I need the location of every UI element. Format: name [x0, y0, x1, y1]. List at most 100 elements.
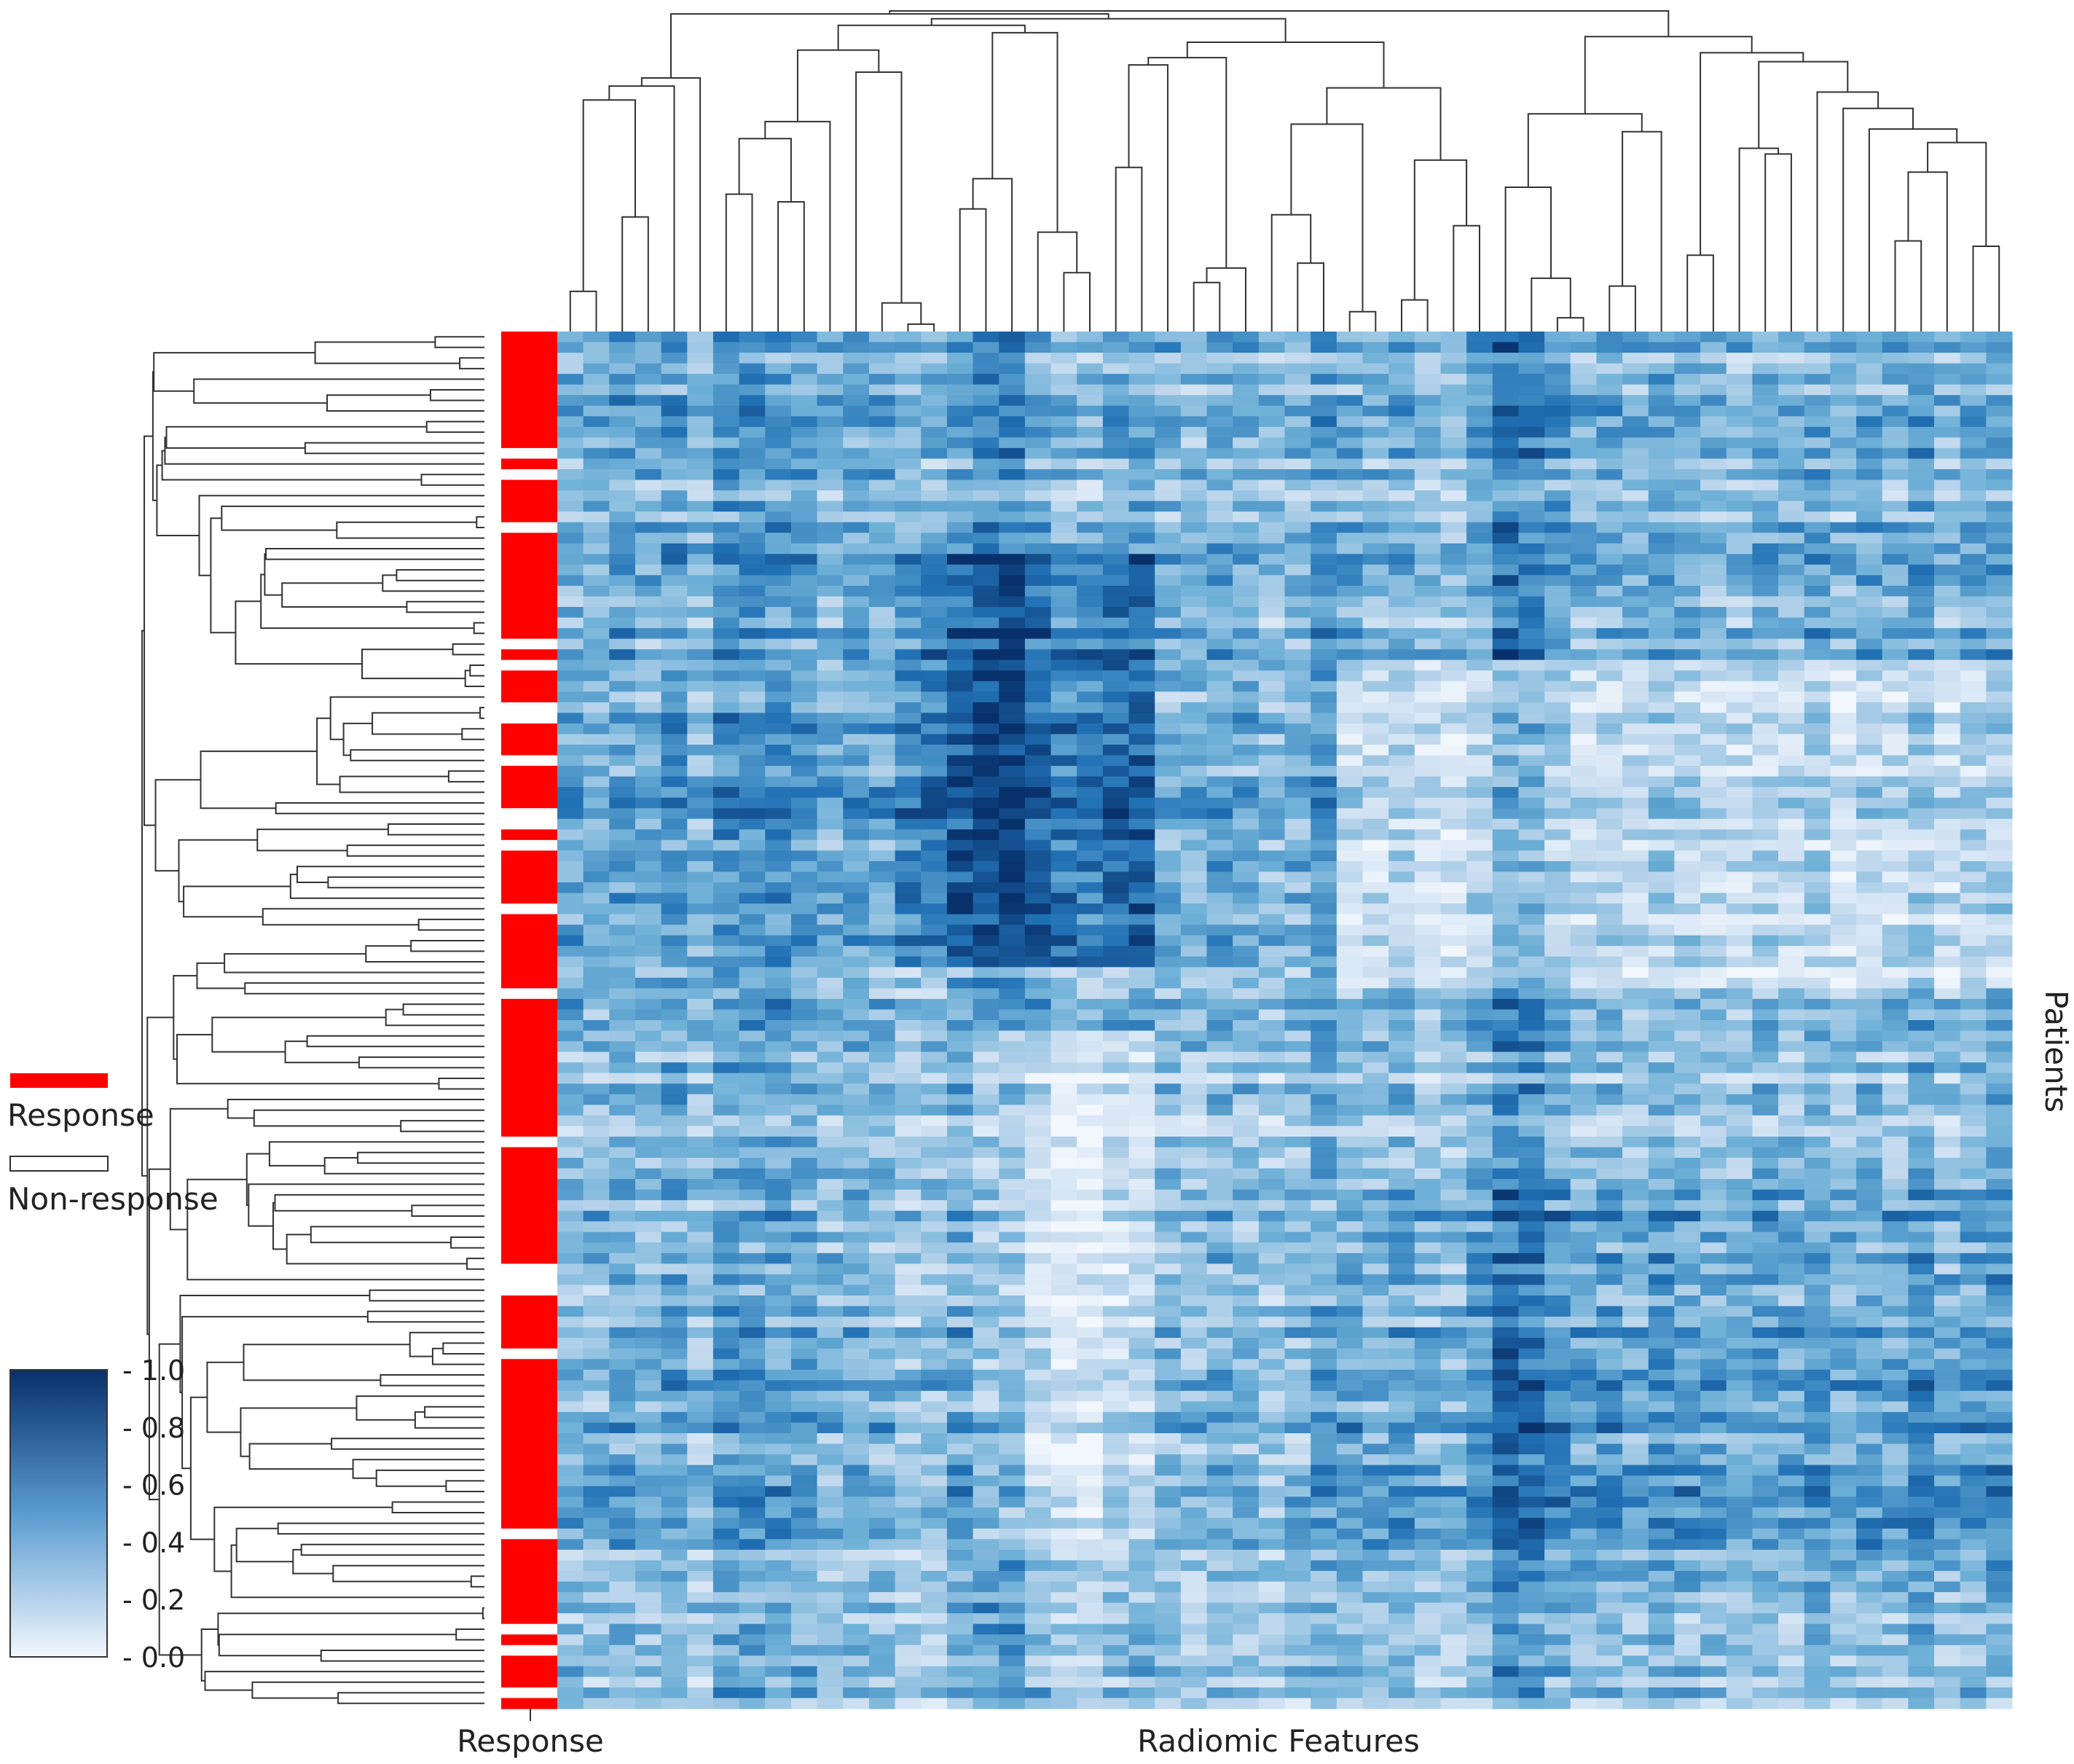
- heatmap-cell: [1752, 628, 1779, 640]
- heatmap-cell: [1856, 522, 1883, 533]
- heatmap-cell: [1128, 808, 1155, 820]
- heatmap-cell: [1024, 998, 1052, 1011]
- heatmap-cell: [1674, 702, 1701, 713]
- heatmap-cell: [1856, 607, 1883, 619]
- heatmap-cell: [843, 839, 870, 851]
- heatmap-cell: [1518, 1030, 1545, 1042]
- heatmap-cell: [635, 617, 662, 629]
- heatmap-cell: [1050, 713, 1077, 724]
- heatmap-cell: [1414, 575, 1442, 587]
- heatmap-cell: [765, 501, 792, 512]
- heatmap-cell: [1830, 1062, 1857, 1074]
- heatmap-cell: [1206, 723, 1233, 735]
- heatmap-cell: [843, 575, 870, 587]
- heatmap-cell: [635, 681, 662, 692]
- heatmap-cell: [1856, 967, 1883, 979]
- heatmap-cell: [1908, 426, 1935, 438]
- heatmap-cell: [1388, 850, 1415, 862]
- heatmap-cell: [946, 914, 974, 925]
- heatmap-cell: [1414, 384, 1442, 396]
- heatmap-cell: [1233, 670, 1260, 682]
- heatmap-cell: [1882, 416, 1909, 428]
- heatmap-cell: [999, 1041, 1026, 1053]
- heatmap-cell: [1908, 839, 1935, 851]
- heatmap-cell: [1570, 691, 1598, 703]
- heatmap-cell: [1311, 374, 1338, 385]
- heatmap-cell: [1986, 861, 2013, 873]
- heatmap-cell: [712, 893, 740, 904]
- heatmap-cell: [1622, 437, 1649, 449]
- heatmap-cell: [1233, 829, 1260, 841]
- heatmap-cell: [765, 745, 792, 756]
- heatmap-cell: [1726, 935, 1753, 946]
- heatmap-cell: [1544, 850, 1571, 862]
- heatmap-cell: [1492, 426, 1520, 438]
- heatmap-cell: [635, 935, 662, 946]
- heatmap-cell: [557, 575, 584, 587]
- heatmap-cell: [1414, 766, 1442, 777]
- heatmap-cell: [921, 437, 948, 449]
- heatmap-cell: [1492, 1094, 1520, 1105]
- heatmap-cell: [790, 1179, 818, 1191]
- heatmap-cell: [557, 723, 584, 735]
- heatmap-cell: [1492, 1126, 1520, 1137]
- heatmap-cell: [1050, 808, 1077, 820]
- heatmap-cell: [557, 1158, 584, 1169]
- heatmap-cell: [1050, 575, 1077, 587]
- heatmap-cell: [999, 914, 1026, 925]
- heatmap-cell: [1596, 1020, 1623, 1032]
- heatmap-cell: [1311, 638, 1338, 650]
- heatmap-cell: [1882, 829, 1909, 841]
- heatmap-cell: [739, 575, 766, 587]
- heatmap-cell: [583, 925, 610, 936]
- heatmap-cell: [1077, 511, 1104, 523]
- heatmap-cell: [895, 723, 922, 735]
- heatmap-cell: [895, 956, 922, 968]
- heatmap-cell: [557, 1179, 584, 1191]
- heatmap-cell: [1206, 353, 1233, 364]
- heatmap-cell: [1882, 956, 1909, 968]
- heatmap-cell: [1596, 1200, 1623, 1212]
- heatmap-cell: [1155, 522, 1182, 533]
- heatmap-cell: [1077, 1062, 1104, 1074]
- heatmap-cell: [1960, 363, 1987, 375]
- heatmap-cell: [1518, 914, 1545, 925]
- heatmap-cell: [1986, 766, 2013, 777]
- heatmap-cell: [557, 1073, 584, 1084]
- heatmap-cell: [1492, 1179, 1520, 1191]
- heatmap-cell: [1258, 914, 1286, 925]
- heatmap-cell: [1960, 914, 1987, 925]
- heatmap-cell: [583, 670, 610, 682]
- heatmap-cell: [1648, 1020, 1676, 1032]
- heatmap-cell: [999, 861, 1026, 873]
- heatmap-cell: [999, 818, 1026, 830]
- heatmap-cell: [1700, 1136, 1727, 1148]
- heatmap-cell: [1362, 1073, 1389, 1084]
- heatmap-cell: [1362, 447, 1389, 460]
- heatmap-cell: [1466, 659, 1493, 671]
- heatmap-cell: [817, 745, 844, 756]
- heatmap-cell: [687, 776, 714, 788]
- heatmap-cell: [1570, 893, 1598, 904]
- heatmap-cell: [1233, 1168, 1260, 1180]
- heatmap-cell: [557, 882, 584, 894]
- heatmap-cell: [687, 607, 714, 619]
- heatmap-cell: [1388, 1147, 1415, 1159]
- heatmap-cell: [921, 808, 948, 820]
- heatmap-cell: [1570, 1041, 1598, 1053]
- heatmap-cell: [790, 1009, 818, 1021]
- heatmap-cell: [1804, 1083, 1831, 1095]
- heatmap-cell: [1388, 628, 1415, 640]
- heatmap-cell: [946, 850, 974, 862]
- heatmap-cell: [1180, 1200, 1208, 1212]
- heatmap-cell: [1518, 723, 1545, 735]
- heatmap-cell: [1102, 649, 1130, 661]
- heatmap-cell: [1544, 903, 1571, 915]
- heatmap-cell: [895, 967, 922, 979]
- heatmap-cell: [739, 1147, 766, 1159]
- heatmap-cell: [1986, 426, 2013, 438]
- heatmap-cell: [1414, 998, 1442, 1011]
- heatmap-cell: [1077, 543, 1104, 554]
- heatmap-cell: [1336, 935, 1364, 946]
